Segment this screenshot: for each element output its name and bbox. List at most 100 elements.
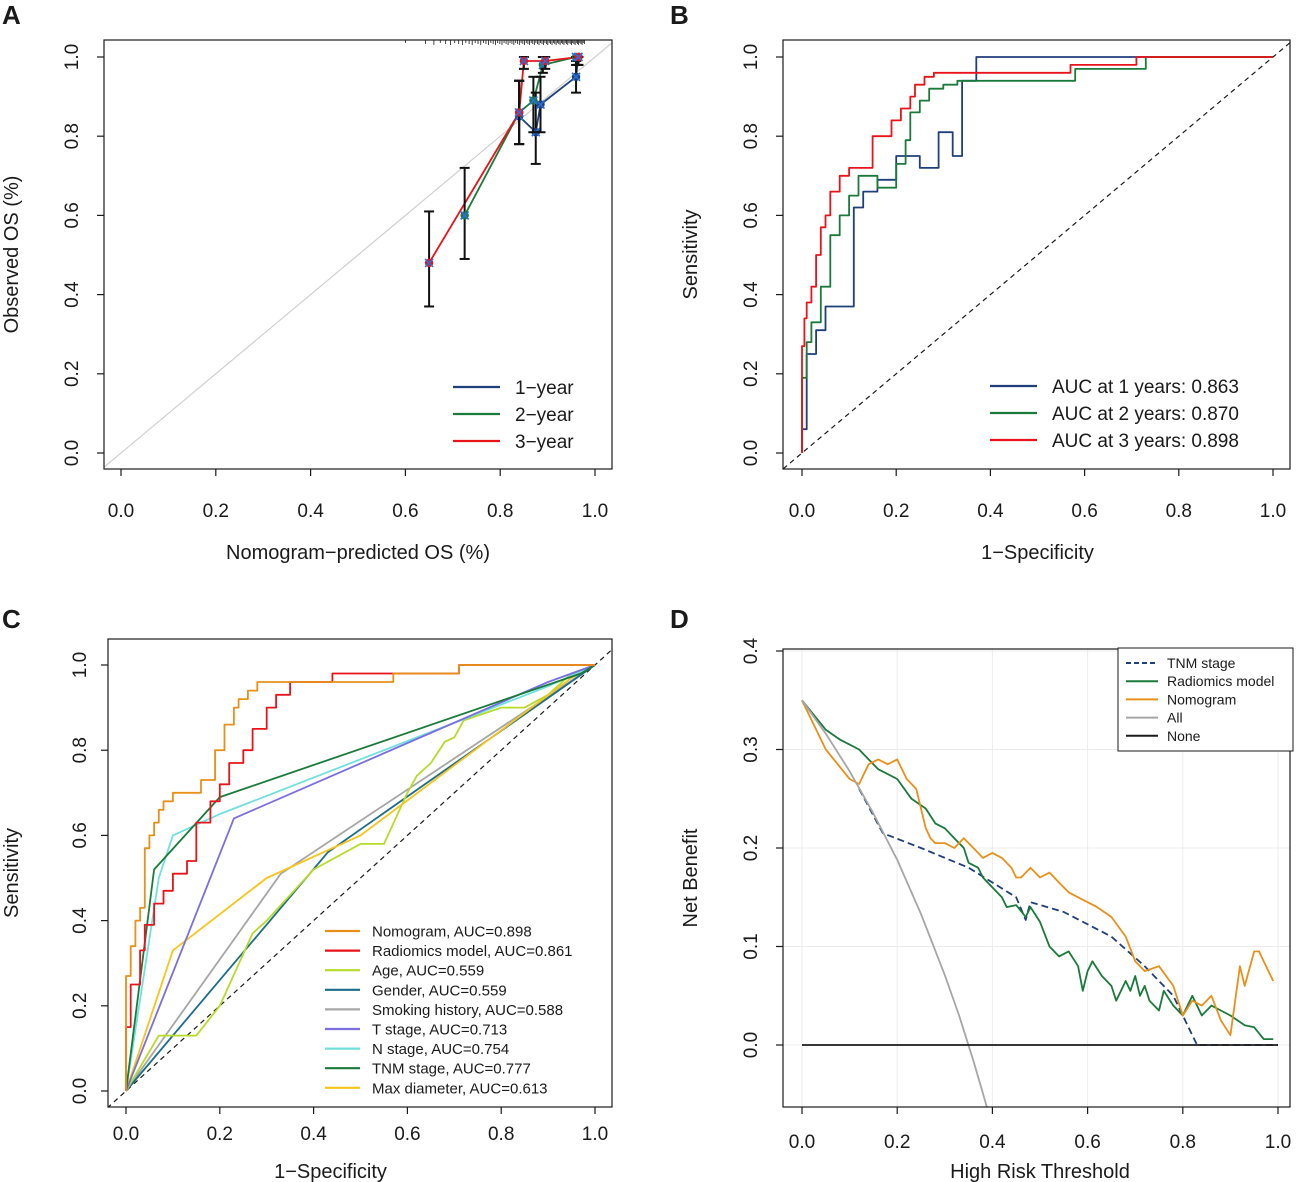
rug-ticks [404,40,585,45]
y-tick-label: 0.6 [741,202,762,228]
series-line-auc-1 [801,56,1273,453]
legend-label: Gender, AUC=0.559 [372,982,507,999]
legend-label: T stage, AUC=0.713 [372,1022,507,1039]
x-tick-label: 1.0 [582,1124,608,1145]
y-tick-label: 0.0 [741,1032,762,1058]
y-axis-title: Sensitivity [1,828,23,918]
series-line-auc-0 [801,56,1273,453]
x-axis-title: Nomogram−predicted OS (%) [226,542,490,564]
panel-letter: C [2,604,21,634]
x-axis-title: 1−Specificity [274,1161,387,1182]
legend-label: AUC at 3 years: 0.898 [1052,431,1239,452]
y-axis-title: Observed OS (%) [1,176,23,334]
plot-frame [782,648,1291,1108]
legend-box [1117,647,1294,752]
x-tick-label: 0.2 [203,501,229,522]
legend-label: Radiomics model, AUC=0.861 [372,943,573,960]
legend-label: TNM stage, AUC=0.777 [372,1061,531,1078]
data-point-marker [519,56,529,66]
legend: Nomogram, AUC=0.898 Radiomics model, AUC=… [325,924,573,1097]
y-tick-label: 0.0 [741,440,762,466]
y-tick-label: 0.4 [62,281,83,308]
y-tick-label: 0.8 [70,737,91,763]
data-point-marker [460,210,470,220]
series-line-smoking-4 [125,664,596,1092]
legend-label: Nomogram [1167,691,1236,707]
x-tick-label: 0.4 [297,501,324,522]
y-tick-label: 0.4 [741,637,762,664]
data-point-marker [535,99,546,110]
data-point-marker [540,56,550,66]
y-tick-label: 0.6 [62,202,83,228]
y-tick-label: 0.2 [62,361,83,387]
series-line-3year-2 [428,56,579,264]
chart-panel-a: A 0.0 0.2 0.4 0.6 0.8 1.0 0.0 0.2 0.4 0.6 0.8 1.0 Nom… [1,0,613,564]
x-tick-label: 0.4 [300,1124,327,1145]
legend-label: Smoking history, AUC=0.588 [372,1002,563,1019]
x-tick-label: 0.8 [488,1124,514,1145]
plot-frame [107,638,613,1108]
legend-label: Age, AUC=0.559 [372,963,484,980]
x-tick-label: 1.0 [1260,501,1286,522]
series-line-tnm-0 [858,788,1278,1046]
legend-label: None [1167,728,1201,744]
legend-label: 1−year [515,378,574,399]
y-tick-label: 0.4 [741,281,762,308]
y-tick-label: 0.2 [741,361,762,387]
legend-label: N stage, AUC=0.754 [372,1041,509,1058]
x-tick-label: 1.0 [1265,1132,1291,1153]
y-tick-label: 0.6 [70,822,91,848]
y-tick-label: 0.1 [741,933,762,959]
series-line-nomogram-2 [801,699,1275,1037]
data-point-marker [573,52,583,62]
y-axis-title: Net Benefit [680,828,702,927]
y-tick-label: 0.2 [70,993,91,1019]
panel-letter: B [670,0,689,30]
data-point-marker [528,95,538,106]
panel-letter: A [2,0,21,30]
series-line-age-2 [125,664,596,1092]
y-tick-label: 0.8 [62,123,83,149]
x-tick-label: 0.8 [1166,501,1192,522]
y-tick-label: 1.0 [70,652,91,678]
x-tick-label: 0.8 [487,501,513,522]
legend-label: Max diameter, AUC=0.613 [372,1080,548,1097]
chart-panel-d: D 0.0 0.2 0.4 0.6 0.8 1.0 0.0 0.1 0.2 0.3 0.4 High R… [670,604,1294,1182]
chart-panel-c: C 0.0 0.2 0.4 0.6 0.8 1.0 0.0 0.2 0.4 0.6 0.8 1.0 1−S… [1,604,613,1182]
legend: 1−year 2−year 3−year [453,378,574,453]
y-axis-title: Sensitivity [680,209,702,299]
x-tick-label: 0.8 [1170,1132,1196,1153]
y-tick-label: 0.4 [70,907,91,934]
x-tick-label: 0.0 [789,1132,815,1153]
legend-label: AUC at 2 years: 0.870 [1052,404,1239,425]
reference-diagonal [104,42,612,468]
x-tick-label: 0.0 [113,1124,139,1145]
y-tick-label: 0.3 [741,736,762,762]
legend-label: Nomogram, AUC=0.898 [372,924,532,941]
x-axis-title: 1−Specificity [981,542,1094,564]
x-tick-label: 1.0 [582,501,608,522]
x-tick-label: 0.0 [789,501,815,522]
reference-diagonal [108,648,612,1107]
x-tick-label: 0.2 [884,1132,910,1153]
data-point-marker [514,107,524,118]
y-tick-label: 1.0 [62,44,83,70]
legend-label: 2−year [515,405,574,426]
x-tick-label: 0.6 [1071,501,1097,522]
series-line-radiomics-1 [125,664,595,1091]
y-tick-label: 0.0 [62,440,83,466]
series-line-nomogram-0 [125,664,595,1091]
x-tick-label: 0.6 [394,1124,420,1145]
data-point-marker [571,72,581,82]
x-tick-label: 0.2 [207,1124,233,1145]
reference-diagonal [783,41,1290,469]
legend-label: TNM stage [1167,655,1236,671]
chart-panel-b: B 0.0 0.2 0.4 0.6 0.8 1.0 0.0 0.2 0.4 0.6 0.8 1.0 1−S… [670,0,1291,564]
legend: AUC at 1 years: 0.863 AUC at 2 years: 0.8… [990,377,1239,452]
y-tick-label: 0.8 [741,123,762,149]
y-tick-label: 1.0 [741,44,762,70]
legend: TNM stage Radiomics model Nomogram All None [1117,647,1294,752]
series-line-t-5 [125,664,596,1092]
legend-label: Radiomics model [1167,673,1274,689]
